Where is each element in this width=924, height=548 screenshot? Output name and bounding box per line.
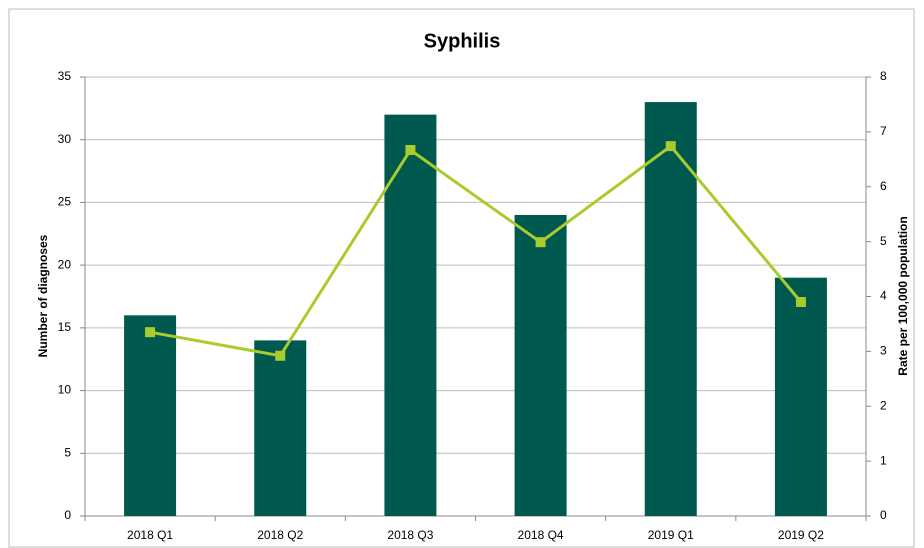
y-tick-label: 25 <box>58 195 72 209</box>
y2-tick-label: 4 <box>880 289 887 303</box>
x-tick-label: 2019 Q1 <box>648 528 694 542</box>
line-marker <box>795 296 806 307</box>
bar <box>774 277 827 516</box>
y-tick-label: 5 <box>64 445 71 459</box>
bar <box>514 214 567 516</box>
line-marker <box>665 141 676 152</box>
x-tick-label: 2018 Q4 <box>518 528 564 542</box>
y2-tick-label: 6 <box>880 179 887 193</box>
y2-tick-label: 5 <box>880 234 887 248</box>
line-marker <box>535 237 546 248</box>
x-tick-label: 2018 Q3 <box>387 528 433 542</box>
y2-axis-label: Rate per 100,000 population <box>896 216 910 375</box>
line-marker <box>405 144 416 155</box>
y-tick-label: 10 <box>58 383 72 397</box>
y-tick-label: 35 <box>58 69 72 83</box>
x-tick-label: 2018 Q1 <box>127 528 173 542</box>
y2-tick-label: 0 <box>880 508 887 522</box>
bar <box>384 114 437 516</box>
y-tick-label: 15 <box>58 320 72 334</box>
line-marker <box>275 350 286 361</box>
y-tick-label: 20 <box>58 257 72 271</box>
x-tick-label: 2018 Q2 <box>257 528 303 542</box>
line <box>149 144 803 358</box>
bar <box>254 340 307 516</box>
y-tick-label: 30 <box>58 132 72 146</box>
y2-tick-label: 2 <box>880 398 887 412</box>
y2-tick-label: 7 <box>880 124 887 138</box>
bar <box>644 102 697 516</box>
y-tick-label: 0 <box>64 508 71 522</box>
bar <box>124 315 177 516</box>
line-marker <box>145 327 156 338</box>
y-axis-label: Number of diagnoses <box>36 234 50 357</box>
x-tick-label: 2019 Q2 <box>778 528 824 542</box>
y2-tick-label: 3 <box>880 344 887 358</box>
chart-title: Syphilis <box>424 30 501 52</box>
y2-tick-label: 8 <box>880 69 887 83</box>
y2-tick-label: 1 <box>880 453 887 467</box>
